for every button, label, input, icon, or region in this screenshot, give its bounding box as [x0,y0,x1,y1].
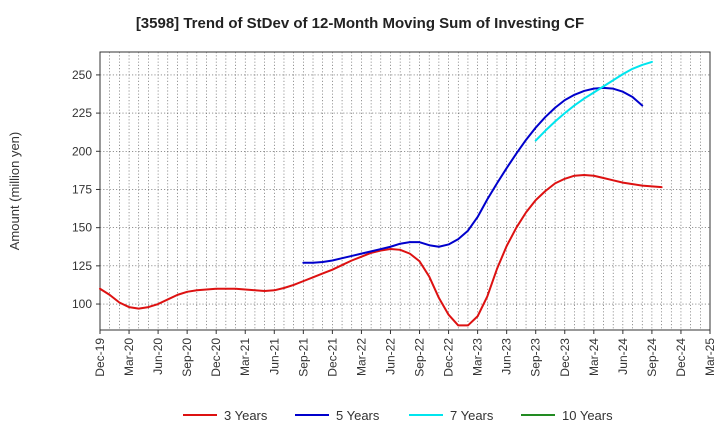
plot-area [99,51,711,331]
x-tick-label: Sep-24 [645,338,659,377]
x-tick-label: Sep-23 [529,338,543,377]
chart-title: [3598] Trend of StDev of 12-Month Moving… [136,15,584,32]
series-line-3-years [99,173,663,327]
x-tick-label: Jun-23 [500,338,514,375]
x-tick-label: Mar-20 [122,338,136,376]
legend-label-7-years: 7 Years [450,408,494,423]
x-tick-label: Sep-22 [413,338,427,377]
legend-label-5-years: 5 Years [336,408,380,423]
y-tick-label: 175 [72,182,92,196]
x-tick-label: Mar-24 [587,338,601,376]
x-tick-label: Dec-20 [209,338,223,377]
y-tick-label: 225 [72,106,92,120]
y-tick-label: 125 [72,259,92,273]
x-axis-ticks: Dec-19 Mar-20 Jun-20 Sep-20 Dec-20 Mar-21 Jun-… [93,330,717,377]
x-tick-label: Mar-25 [703,338,717,376]
y-axis-label: Amount (million yen) [7,132,22,251]
series-lines [99,60,663,327]
x-tick-label: Mar-22 [354,338,368,376]
x-tick-label: Mar-23 [471,338,485,376]
legend-label-10-years: 10 Years [562,408,613,423]
x-tick-label: Dec-24 [674,338,688,377]
x-tick-label: Jun-20 [151,338,165,375]
series-line-5-years [302,86,644,264]
legend-label-3-years: 3 Years [224,408,268,423]
y-tick-label: 150 [72,221,92,235]
x-tick-label: Dec-23 [558,338,572,377]
y-tick-label: 200 [72,144,92,158]
legend: 3 Years 5 Years 7 Years 10 Years [183,408,613,423]
y-tick-label: 100 [72,297,92,311]
x-tick-label: Sep-20 [180,338,194,377]
grid-lines [100,52,710,330]
x-tick-label: Dec-21 [325,338,339,377]
x-tick-label: Jun-24 [616,338,630,375]
y-tick-label: 250 [72,68,92,82]
y-axis-ticks: 100 125 150 175 200 225 250 [72,68,100,311]
x-tick-label: Mar-21 [238,338,252,376]
x-tick-label: Jun-21 [267,338,281,375]
x-tick-label: Dec-22 [442,338,456,377]
x-tick-label: Jun-22 [383,338,397,375]
x-tick-label: Sep-21 [296,338,310,377]
x-tick-label: Dec-19 [93,338,107,377]
series-line-7-years [534,60,653,142]
